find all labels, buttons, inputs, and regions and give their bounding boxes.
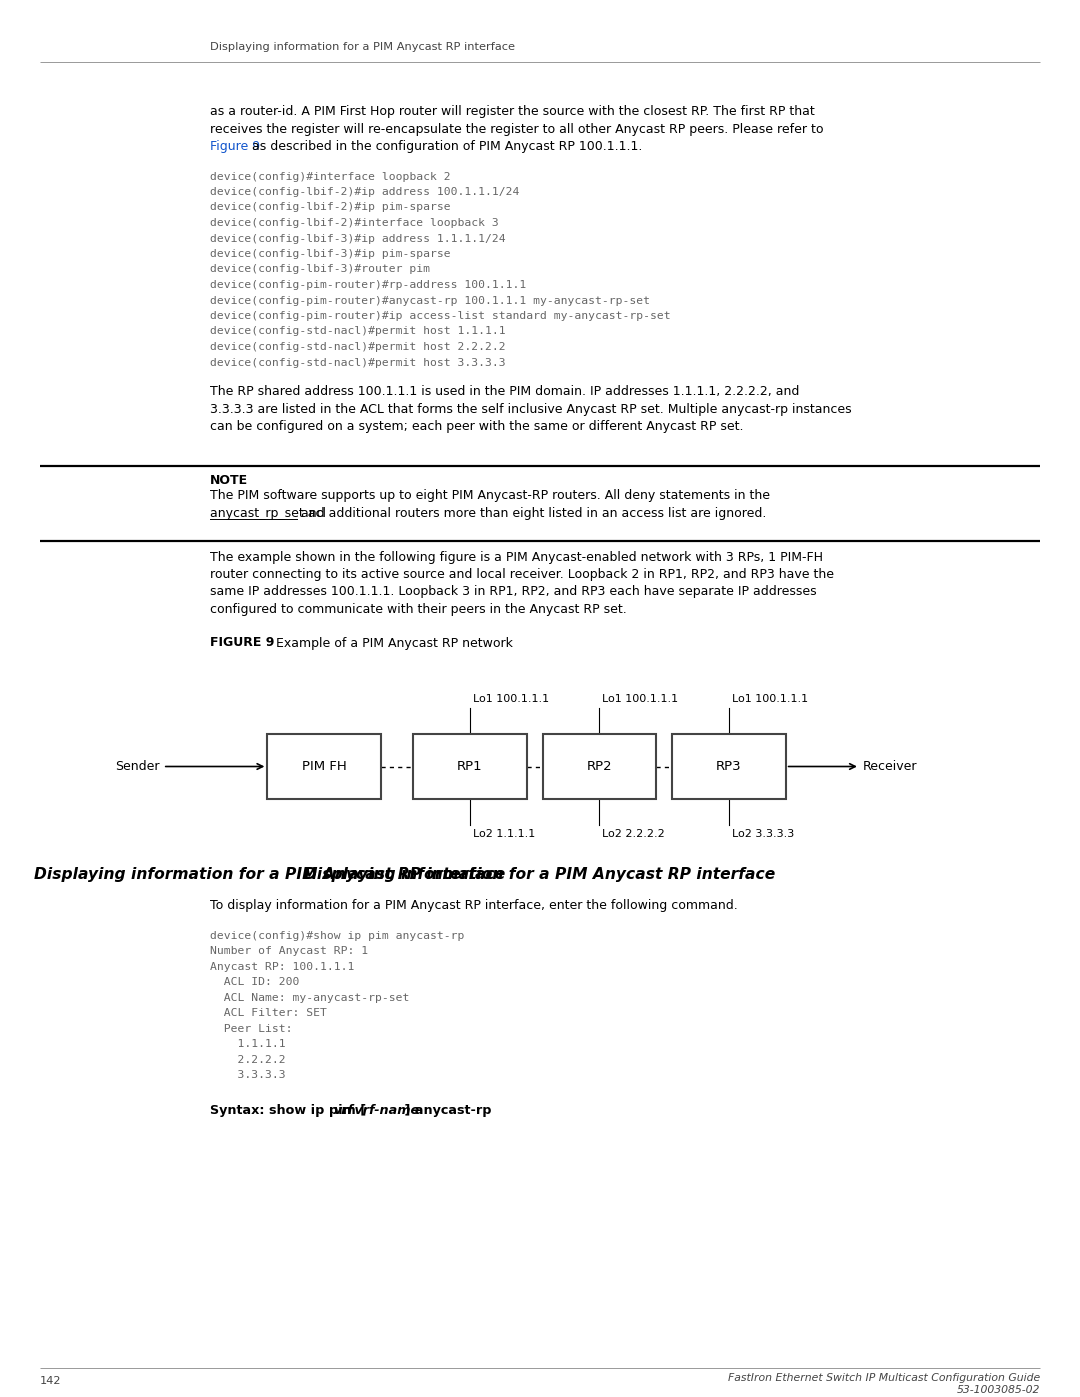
Text: vrf-name: vrf-name [350, 1104, 419, 1116]
Text: Example of a PIM Anycast RP network: Example of a PIM Anycast RP network [272, 637, 513, 650]
Text: ACL ID: 200: ACL ID: 200 [210, 977, 299, 988]
Text: To display information for a PIM Anycast RP interface, enter the following comma: To display information for a PIM Anycast… [210, 898, 738, 912]
FancyBboxPatch shape [543, 735, 657, 799]
Text: Lo2 3.3.3.3: Lo2 3.3.3.3 [732, 828, 794, 838]
Text: 3.3.3.3 are listed in the ACL that forms the self inclusive Anycast RP set. Mult: 3.3.3.3 are listed in the ACL that forms… [210, 402, 852, 415]
Text: device(config-lbif-2)#ip pim-sparse: device(config-lbif-2)#ip pim-sparse [210, 203, 450, 212]
Text: FIGURE 9: FIGURE 9 [210, 637, 274, 650]
Text: ACL Filter: SET: ACL Filter: SET [210, 1009, 327, 1018]
Text: device(config)#interface loopback 2: device(config)#interface loopback 2 [210, 172, 450, 182]
Text: device(config-lbif-3)#ip pim-sparse: device(config-lbif-3)#ip pim-sparse [210, 249, 450, 258]
Text: as a router-id. A PIM First Hop router will register the source with the closest: as a router-id. A PIM First Hop router w… [210, 105, 814, 117]
Text: device(config-std-nacl)#permit host 1.1.1.1: device(config-std-nacl)#permit host 1.1.… [210, 327, 505, 337]
Text: The PIM software supports up to eight PIM Anycast-RP routers. All deny statement: The PIM software supports up to eight PI… [210, 489, 770, 503]
Text: Anycast RP: 100.1.1.1: Anycast RP: 100.1.1.1 [210, 961, 354, 972]
Text: Syntax: show ip pim [: Syntax: show ip pim [ [210, 1104, 366, 1116]
Text: receives the register will re-encapsulate the register to all other Anycast RP p: receives the register will re-encapsulat… [210, 123, 824, 136]
Text: Displaying information for a PIM Anycast RP interface: Displaying information for a PIM Anycast… [210, 42, 515, 52]
Text: ACL Name: my-anycast-rp-set: ACL Name: my-anycast-rp-set [210, 993, 409, 1003]
Text: Figure 9: Figure 9 [210, 140, 260, 154]
Text: The RP shared address 100.1.1.1 is used in the PIM domain. IP addresses 1.1.1.1,: The RP shared address 100.1.1.1 is used … [210, 386, 799, 398]
Text: configured to communicate with their peers in the Anycast RP set.: configured to communicate with their pee… [210, 604, 626, 616]
Text: Peer List:: Peer List: [210, 1024, 293, 1034]
Text: device(config)#show ip pim anycast-rp: device(config)#show ip pim anycast-rp [210, 930, 464, 940]
Text: device(config-pim-router)#rp-address 100.1.1.1: device(config-pim-router)#rp-address 100… [210, 279, 526, 291]
Text: RP1: RP1 [457, 760, 483, 773]
Text: ] anycast-rp: ] anycast-rp [400, 1104, 491, 1116]
Text: PIM FH: PIM FH [301, 760, 347, 773]
Text: Sender: Sender [116, 760, 160, 774]
Text: Displaying information for a PIM Anycast RP interface: Displaying information for a PIM Anycast… [305, 866, 775, 882]
Text: Lo1 100.1.1.1: Lo1 100.1.1.1 [473, 694, 549, 704]
FancyBboxPatch shape [268, 735, 380, 799]
Text: 2.2.2.2: 2.2.2.2 [210, 1055, 285, 1065]
Text: device(config-std-nacl)#permit host 2.2.2.2: device(config-std-nacl)#permit host 2.2.… [210, 342, 505, 352]
Text: Displaying information for a PIM Anycast RP interface: Displaying information for a PIM Anycast… [35, 866, 505, 882]
Text: Lo2 2.2.2.2: Lo2 2.2.2.2 [603, 828, 665, 838]
FancyBboxPatch shape [672, 735, 785, 799]
Text: FastIron Ethernet Switch IP Multicast Configuration Guide: FastIron Ethernet Switch IP Multicast Co… [728, 1373, 1040, 1383]
Text: 53-1003085-02: 53-1003085-02 [957, 1384, 1040, 1396]
Text: The example shown in the following figure is a PIM Anycast-enabled network with : The example shown in the following figur… [210, 550, 823, 563]
Text: device(config-lbif-3)#router pim: device(config-lbif-3)#router pim [210, 264, 430, 274]
Text: device(config-lbif-2)#interface loopback 3: device(config-lbif-2)#interface loopback… [210, 218, 499, 228]
Text: device(config-std-nacl)#permit host 3.3.3.3: device(config-std-nacl)#permit host 3.3.… [210, 358, 505, 367]
Text: Receiver: Receiver [863, 760, 917, 774]
Text: and additional routers more than eight listed in an access list are ignored.: and additional routers more than eight l… [297, 507, 767, 520]
Text: Lo1 100.1.1.1: Lo1 100.1.1.1 [732, 694, 808, 704]
Text: can be configured on a system; each peer with the same or different Anycast RP s: can be configured on a system; each peer… [210, 420, 743, 433]
Text: RP2: RP2 [586, 760, 612, 773]
Text: device(config-lbif-2)#ip address 100.1.1.1/24: device(config-lbif-2)#ip address 100.1.1… [210, 187, 519, 197]
Text: NOTE: NOTE [210, 474, 248, 486]
Text: same IP addresses 100.1.1.1. Loopback 3 in RP1, RP2, and RP3 each have separate : same IP addresses 100.1.1.1. Loopback 3 … [210, 585, 816, 598]
Text: device(config-pim-router)#ip access-list standard my-anycast-rp-set: device(config-pim-router)#ip access-list… [210, 312, 671, 321]
Text: RP3: RP3 [716, 760, 742, 773]
Text: 142: 142 [40, 1376, 62, 1386]
Text: as described in the configuration of PIM Anycast RP 100.1.1.1.: as described in the configuration of PIM… [248, 140, 643, 154]
Text: router connecting to its active source and local receiver. Loopback 2 in RP1, RP: router connecting to its active source a… [210, 569, 834, 581]
Text: device(config-pim-router)#anycast-rp 100.1.1.1 my-anycast-rp-set: device(config-pim-router)#anycast-rp 100… [210, 296, 650, 306]
Text: anycast_rp_set acl: anycast_rp_set acl [210, 507, 326, 520]
Text: device(config-lbif-3)#ip address 1.1.1.1/24: device(config-lbif-3)#ip address 1.1.1.1… [210, 233, 505, 243]
Text: Number of Anycast RP: 1: Number of Anycast RP: 1 [210, 946, 368, 956]
Text: 1.1.1.1: 1.1.1.1 [210, 1039, 285, 1049]
Text: Lo1 100.1.1.1: Lo1 100.1.1.1 [603, 694, 678, 704]
Text: 3.3.3.3: 3.3.3.3 [210, 1070, 285, 1080]
Text: Lo2 1.1.1.1: Lo2 1.1.1.1 [473, 828, 535, 838]
Text: vrf: vrf [333, 1104, 353, 1116]
FancyBboxPatch shape [414, 735, 527, 799]
